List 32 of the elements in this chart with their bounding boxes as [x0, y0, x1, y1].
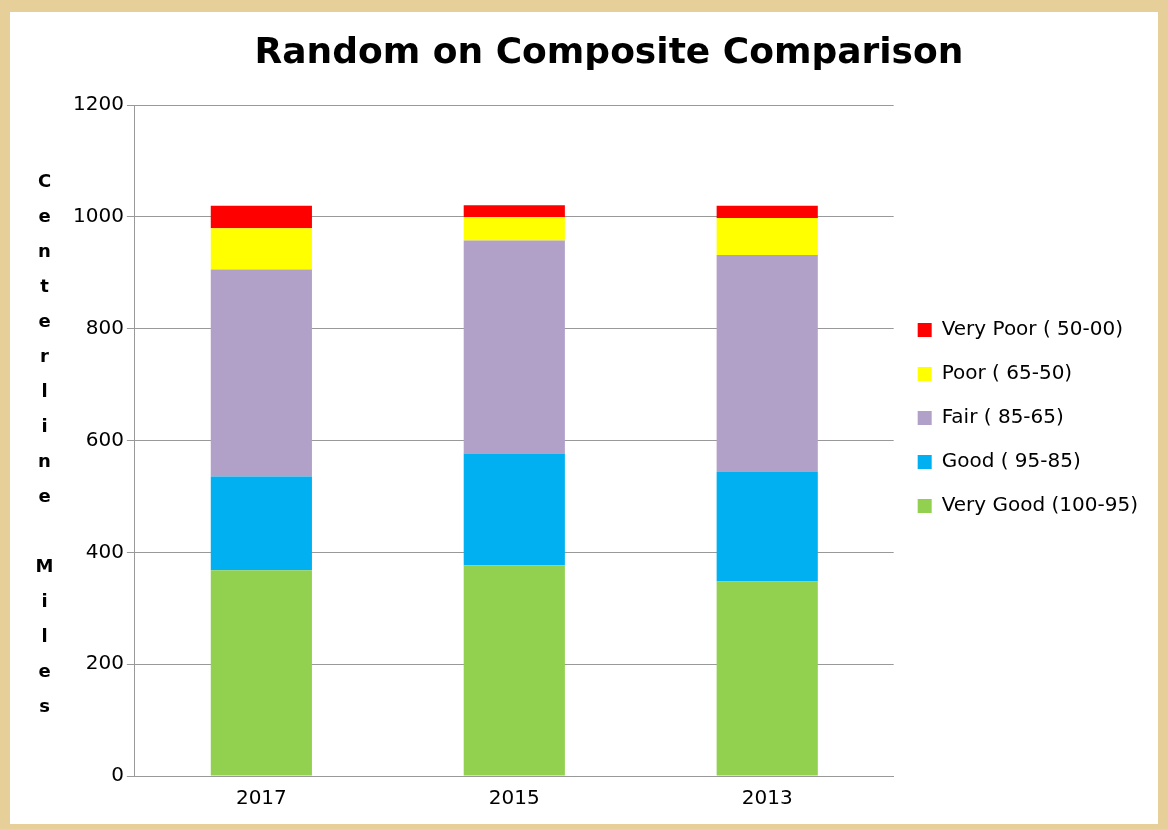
bar: [210, 269, 312, 477]
legend-label: Fair ( 85-65): [941, 404, 1064, 429]
y-tick-label: 0: [111, 762, 124, 787]
bar: [210, 205, 312, 229]
y-tick-label: 1200: [72, 91, 124, 116]
y-tick-label: 200: [85, 650, 124, 675]
legend-label: Good ( 95-85): [941, 448, 1081, 473]
bar: [463, 240, 565, 454]
legend-label: Poor ( 65-50): [941, 360, 1073, 385]
bar: [716, 471, 818, 582]
bar: [463, 205, 565, 217]
bar: [463, 565, 565, 776]
y-tick-label: 400: [85, 538, 124, 563]
bar: [210, 228, 312, 270]
x-tick-label: 2013: [741, 785, 793, 810]
bar: [716, 581, 818, 776]
x-tick-label: 2015: [488, 785, 540, 810]
bar: [463, 217, 565, 241]
y-axis-title: Centerline Miles: [34, 169, 55, 732]
bar: [210, 476, 312, 571]
bar: [463, 453, 565, 566]
bar: [716, 255, 818, 472]
chart-title: Random on Composite Comparison: [254, 29, 964, 71]
bar: [716, 205, 818, 219]
y-tick-label: 600: [85, 426, 124, 451]
x-tick-label: 2017: [235, 785, 287, 810]
legend-label: Very Poor ( 50-00): [941, 316, 1124, 341]
bar: [716, 218, 818, 256]
bar: [210, 570, 312, 776]
legend-label: Very Good (100-95): [941, 492, 1139, 517]
y-tick-label: 800: [85, 315, 124, 339]
y-tick-label: 1000: [72, 203, 124, 228]
